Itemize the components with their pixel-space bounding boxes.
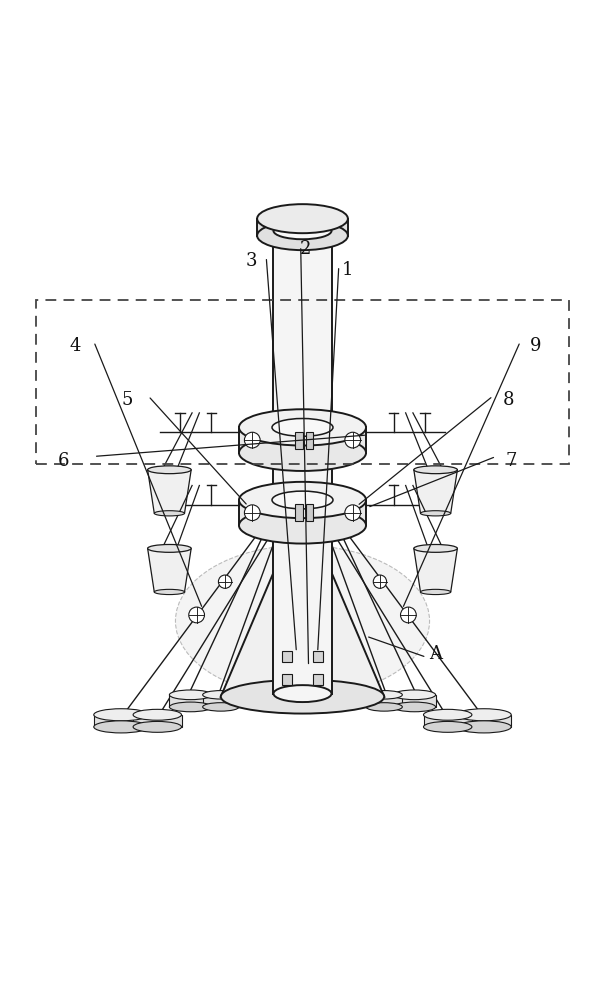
Ellipse shape: [420, 511, 451, 516]
Polygon shape: [257, 219, 348, 236]
Ellipse shape: [154, 589, 185, 595]
Ellipse shape: [393, 690, 436, 700]
Ellipse shape: [169, 702, 212, 712]
Ellipse shape: [420, 589, 451, 595]
Polygon shape: [424, 715, 472, 727]
FancyBboxPatch shape: [313, 674, 323, 685]
Ellipse shape: [424, 721, 472, 732]
Ellipse shape: [366, 691, 402, 699]
FancyBboxPatch shape: [306, 504, 313, 521]
Ellipse shape: [239, 409, 366, 446]
Ellipse shape: [414, 544, 457, 552]
Ellipse shape: [94, 709, 148, 721]
Text: 5: 5: [122, 391, 132, 409]
Ellipse shape: [457, 721, 511, 733]
Ellipse shape: [148, 544, 191, 552]
Ellipse shape: [133, 721, 182, 732]
Text: 9: 9: [529, 337, 541, 355]
Polygon shape: [239, 500, 366, 525]
Polygon shape: [148, 548, 191, 592]
Ellipse shape: [273, 222, 332, 239]
Polygon shape: [457, 715, 511, 727]
Polygon shape: [393, 695, 436, 707]
Polygon shape: [221, 573, 384, 697]
Ellipse shape: [239, 435, 366, 471]
Ellipse shape: [239, 482, 366, 518]
Text: 4: 4: [70, 337, 81, 355]
Polygon shape: [239, 427, 366, 453]
Polygon shape: [169, 695, 212, 707]
Ellipse shape: [239, 507, 366, 544]
Text: 6: 6: [57, 452, 70, 470]
Ellipse shape: [154, 511, 185, 516]
Polygon shape: [414, 470, 457, 513]
Circle shape: [345, 432, 361, 448]
Ellipse shape: [366, 703, 402, 711]
Circle shape: [218, 575, 232, 588]
Ellipse shape: [257, 204, 348, 233]
Polygon shape: [133, 715, 182, 727]
Text: 3: 3: [245, 252, 257, 270]
Ellipse shape: [273, 565, 332, 580]
Text: A: A: [429, 645, 442, 663]
Ellipse shape: [148, 466, 191, 474]
Ellipse shape: [203, 691, 239, 699]
Ellipse shape: [169, 690, 212, 700]
FancyBboxPatch shape: [282, 651, 292, 662]
Polygon shape: [94, 715, 148, 727]
Circle shape: [345, 505, 361, 521]
Circle shape: [373, 575, 387, 588]
Circle shape: [401, 607, 416, 623]
Ellipse shape: [203, 703, 239, 711]
Ellipse shape: [257, 221, 348, 250]
FancyBboxPatch shape: [282, 674, 292, 685]
FancyBboxPatch shape: [313, 651, 323, 662]
FancyBboxPatch shape: [306, 432, 313, 449]
Polygon shape: [319, 228, 324, 513]
Ellipse shape: [133, 709, 182, 720]
FancyBboxPatch shape: [295, 432, 302, 449]
Text: 7: 7: [506, 452, 517, 470]
Text: 2: 2: [300, 240, 311, 258]
Circle shape: [244, 505, 260, 521]
Ellipse shape: [94, 721, 148, 733]
Circle shape: [189, 607, 204, 623]
Ellipse shape: [393, 702, 436, 712]
FancyBboxPatch shape: [295, 504, 302, 521]
Ellipse shape: [273, 685, 332, 702]
Polygon shape: [306, 228, 311, 513]
Polygon shape: [148, 470, 191, 513]
Polygon shape: [280, 228, 286, 513]
Polygon shape: [273, 231, 332, 694]
Text: 8: 8: [502, 391, 514, 409]
Circle shape: [244, 432, 260, 448]
Ellipse shape: [272, 491, 333, 509]
Ellipse shape: [175, 545, 430, 697]
Polygon shape: [294, 228, 299, 513]
Ellipse shape: [457, 709, 511, 721]
Polygon shape: [366, 695, 402, 707]
Ellipse shape: [272, 419, 333, 436]
Polygon shape: [203, 695, 239, 707]
Text: 1: 1: [342, 261, 354, 279]
Ellipse shape: [221, 680, 384, 714]
Ellipse shape: [414, 466, 457, 474]
Polygon shape: [414, 548, 457, 592]
Ellipse shape: [424, 709, 472, 720]
